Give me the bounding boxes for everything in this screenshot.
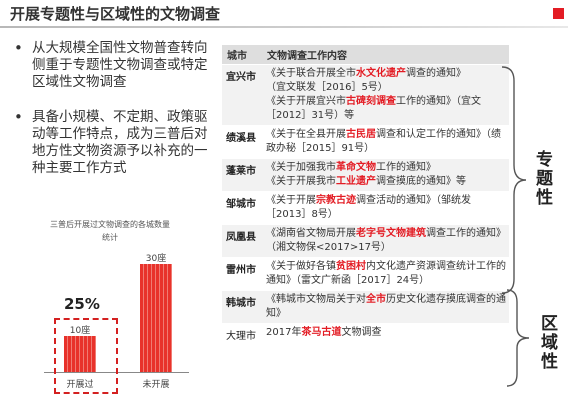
bullet-list: • 从大规模全国性文物普查转向侧重于专题性文物调查或特定区域性文物调查 • 具备… xyxy=(12,40,217,195)
table-row: 韩城市 《韩城市文物局关于对全市历史文化遗存摸底调查的通知》 xyxy=(222,290,509,323)
document-text: 《韩城市文物局关于对 xyxy=(266,294,366,305)
header-city: 城市 xyxy=(227,51,247,62)
city-cell: 韩城市 xyxy=(226,298,256,309)
city-cell: 邹城市 xyxy=(226,199,256,210)
content-cell: 2017年茶马古道文物调查 xyxy=(266,324,509,342)
survey-table: 城市 文物调查工作内容 宜兴市 《关于联合开展全市水文化遗产调查的通知》 （宜文联发… xyxy=(222,45,509,342)
page-title: 开展专题性与区域性的文物调查 xyxy=(10,5,221,23)
document-text: 内文化遗产资源调查统计工作的通知》（雷文广新函［2017］24号） xyxy=(266,261,506,286)
document-text: 《关于开展我市 xyxy=(266,176,336,187)
document-text: 《关于在全县开展 xyxy=(266,129,346,140)
content-cell: 《关于在全县开展古民居调查和认定工作的通知》（绩政办秘［2015］91号） xyxy=(266,126,509,158)
bullet-dot-icon: • xyxy=(14,108,23,126)
table-row: 蓬莱市 《关于加强我市革命文物工作的通知》 《关于开展我市工业遗产调查摸底的通知》等 xyxy=(222,158,509,191)
document-entry: 《关于加强我市革命文物工作的通知》 xyxy=(266,161,507,175)
document-entry: 《关于联合开展全市水文化遗产调查的通知》 xyxy=(266,67,507,81)
content-cell: 《关于联合开展全市水文化遗产调查的通知》 （宜文联发［2016］5号） 《关于开展宜… xyxy=(266,65,509,125)
content-cell: 《关于开展宗教古迹调查活动的通知》（邹统发［2013］8号） xyxy=(266,192,509,224)
document-text: 工作的通知》 xyxy=(376,162,436,173)
highlight-keyword: 茶马古道 xyxy=(301,327,342,338)
document-text: （宜文联发［2016］5号） xyxy=(266,82,388,93)
document-text: 工作的通知》（宜文［2012］31号）等 xyxy=(266,96,481,121)
document-entry: （宜文联发［2016］5号） xyxy=(266,81,507,95)
content-cell: 《湖南省文物局开展老字号文物建筑调查工作的通知》（湘文物保<2017>17号） xyxy=(266,225,509,257)
title-divider xyxy=(0,26,568,28)
city-cell: 大理市 xyxy=(226,331,256,342)
thematic-brace xyxy=(501,66,527,294)
content-cell: 《关于加强我市革命文物工作的通知》 《关于开展我市工业遗产调查摸底的通知》等 xyxy=(266,159,509,191)
document-text: 文物调查 xyxy=(341,327,382,338)
highlight-keyword: 革命文物 xyxy=(336,162,376,173)
regional-label: 区域性 xyxy=(537,314,557,371)
city-cell: 雷州市 xyxy=(226,265,256,276)
city-cell: 绩溪县 xyxy=(226,133,256,144)
document-entry: 《关于做好各镇贫困村内文化遗产资源调查统计工作的通知》（雷文广新函［2017］2… xyxy=(266,260,507,288)
document-text: 2017年 xyxy=(266,327,302,338)
document-text: 《关于开展 xyxy=(266,195,316,206)
document-text: 历史文化遗存摸底调查的通知》 xyxy=(266,294,506,319)
document-entry: 《关于开展宜兴市古碑刻调查工作的通知》（宜文［2012］31号）等 xyxy=(266,95,507,123)
regional-brace xyxy=(506,289,530,387)
document-entry: 《关于在全县开展古民居调查和认定工作的通知》（绩政办秘［2015］91号） xyxy=(266,128,507,156)
document-text: 《关于加强我市 xyxy=(266,162,336,173)
chart-bar xyxy=(64,336,96,372)
chart-annotation: 25% xyxy=(64,295,100,313)
highlight-keyword: 工业遗产 xyxy=(336,176,376,187)
document-text: 调查活动的通知》（邹统发［2013］8号） xyxy=(266,195,471,220)
content-cell: 《韩城市文物局关于对全市历史文化遗存摸底调查的通知》 xyxy=(266,291,509,323)
table-row: 大理市 2017年茶马古道文物调查 xyxy=(222,323,509,342)
city-cell: 凤凰县 xyxy=(226,232,256,243)
highlight-box xyxy=(54,318,118,394)
highlight-keyword: 水文化遗产 xyxy=(356,68,406,79)
document-entry: 《韩城市文物局关于对全市历史文化遗存摸底调查的通知》 xyxy=(266,293,507,321)
city-cell: 宜兴市 xyxy=(226,72,256,83)
document-entry: 《关于开展我市工业遗产调查摸底的通知》等 xyxy=(266,175,507,189)
table-row: 绩溪县 《关于在全县开展古民居调查和认定工作的通知》（绩政办秘［2015］91号） xyxy=(222,125,509,158)
table-row: 邹城市 《关于开展宗教古迹调查活动的通知》（邹统发［2013］8号） xyxy=(222,191,509,224)
table-row: 宜兴市 《关于联合开展全市水文化遗产调查的通知》 （宜文联发［2016］5号） 《关于… xyxy=(222,64,509,125)
table-row: 凤凰县 《湖南省文物局开展老字号文物建筑调查工作的通知》（湘文物保<2017>17… xyxy=(222,224,509,257)
bullet-item: • 具备小规模、不定期、政策驱动等工作特点，成为三普后对地方性文物资源予以补充的… xyxy=(12,109,217,177)
highlight-keyword: 贫困村 xyxy=(336,261,366,272)
table-header: 城市 文物调查工作内容 xyxy=(222,45,509,64)
document-entry: 《关于开展宗教古迹调查活动的通知》（邹统发［2013］8号） xyxy=(266,194,507,222)
document-text: 调查工作的通知》（湘文物保<2017>17号） xyxy=(266,228,506,253)
document-entry: 《湖南省文物局开展老字号文物建筑调查工作的通知》（湘文物保<2017>17号） xyxy=(266,227,507,255)
bullet-item: • 从大规模全国性文物普查转向侧重于专题性文物调查或特定区域性文物调查 xyxy=(12,40,217,91)
x-tick-label: 未开展 xyxy=(142,380,170,390)
header-content: 文物调查工作内容 xyxy=(267,51,347,62)
document-text: 《关于开展宜兴市 xyxy=(266,96,346,107)
bullet-text: 具备小规模、不定期、政策驱动等工作特点，成为三普后对地方性文物资源予以补充的一种… xyxy=(32,109,208,176)
highlight-keyword: 宗教古迹 xyxy=(316,195,356,206)
table-row: 雷州市 《关于做好各镇贫困村内文化遗产资源调查统计工作的通知》（雷文广新函［201… xyxy=(222,257,509,290)
bullet-text: 从大规模全国性文物普查转向侧重于专题性文物调查或特定区域性文物调查 xyxy=(32,40,208,90)
document-text: 《关于做好各镇 xyxy=(266,261,336,272)
thematic-label: 专题性 xyxy=(532,150,552,207)
document-text: 《湖南省文物局开展 xyxy=(266,228,356,239)
document-text: 调查摸底的通知》等 xyxy=(376,176,466,187)
document-text: 调查的通知》 xyxy=(406,68,466,79)
x-tick-label: 开展过 xyxy=(66,380,94,390)
document-text: 《关于联合开展全市 xyxy=(266,68,356,79)
chart-bar xyxy=(140,264,172,372)
chart-title: 三普后开展过文物调查的各城数量统计 xyxy=(50,220,170,242)
bar-value-label: 10座 xyxy=(69,326,91,336)
bar-value-label: 30座 xyxy=(145,254,167,264)
highlight-keyword: 全市 xyxy=(366,294,386,305)
corner-marker-icon xyxy=(553,8,564,19)
table-body: 宜兴市 《关于联合开展全市水文化遗产调查的通知》 （宜文联发［2016］5号） 《关于… xyxy=(222,64,509,342)
highlight-keyword: 老字号文物建筑 xyxy=(356,228,426,239)
highlight-keyword: 古碑刻调查 xyxy=(346,96,396,107)
document-text: 调查和认定工作的通知》（绩政办秘［2015］91号） xyxy=(266,129,501,154)
city-cell: 蓬莱市 xyxy=(226,166,256,177)
bullet-dot-icon: • xyxy=(14,39,23,57)
content-cell: 《关于做好各镇贫困村内文化遗产资源调查统计工作的通知》（雷文广新函［2017］2… xyxy=(266,258,509,290)
document-entry: 2017年茶马古道文物调查 xyxy=(266,326,507,340)
highlight-keyword: 古民居 xyxy=(346,129,376,140)
